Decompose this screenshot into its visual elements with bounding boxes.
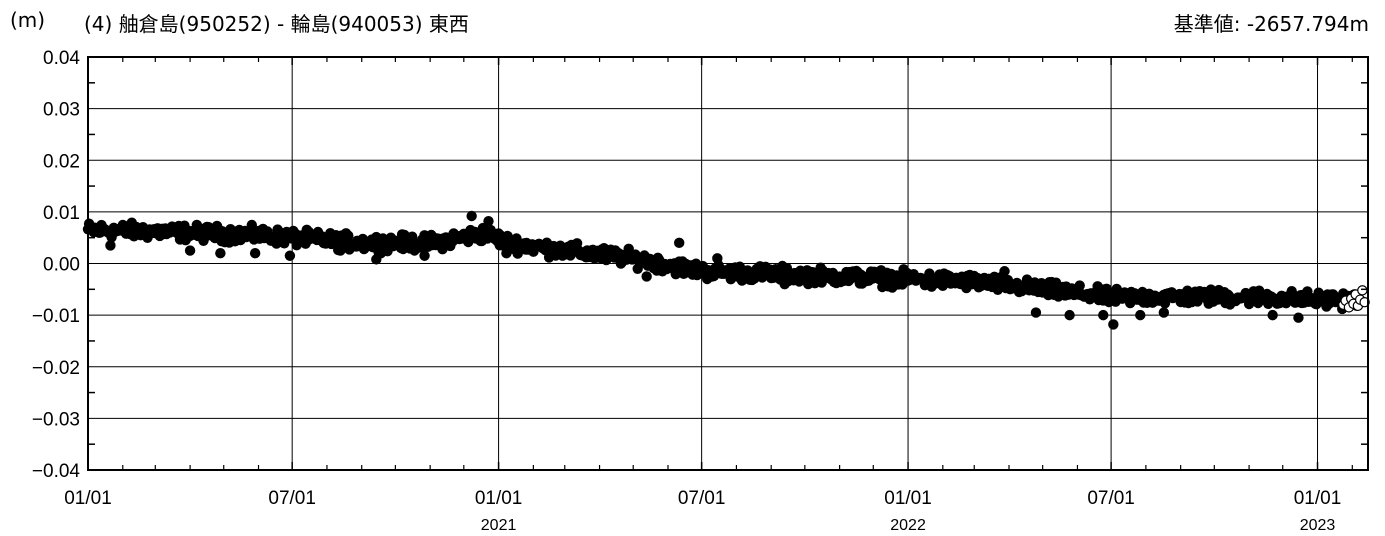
x-axis-tick-labels: 01/01 07/01 01/01 2021 07/01 01/01 2022 07/01 01… bbox=[64, 488, 1341, 534]
data-point bbox=[641, 271, 652, 282]
x-tick-label: 01/01 bbox=[475, 488, 523, 509]
grid-lines bbox=[88, 57, 1368, 470]
y-tick-label: −0.01 bbox=[32, 306, 80, 327]
data-point bbox=[712, 253, 723, 264]
y-tick-label: 0.03 bbox=[43, 100, 80, 121]
data-point bbox=[437, 244, 448, 255]
x-tick-label: 01/01 bbox=[1294, 488, 1342, 509]
data-point bbox=[335, 245, 346, 256]
plot-frame bbox=[87, 56, 1369, 471]
data-point bbox=[249, 247, 261, 259]
x-year-label: 2021 bbox=[481, 517, 517, 534]
x-tick-label: 07/01 bbox=[268, 488, 316, 509]
data-point bbox=[674, 237, 685, 249]
data-point bbox=[246, 219, 257, 231]
data-point bbox=[466, 210, 477, 222]
data-points bbox=[82, 210, 1370, 330]
reference-value-label: 基準値: -2657.794m bbox=[1173, 12, 1369, 36]
data-point bbox=[1158, 307, 1170, 318]
data-point bbox=[215, 247, 226, 259]
x-tick-label: 07/01 bbox=[678, 488, 726, 509]
y-tick-label: −0.03 bbox=[32, 409, 80, 430]
y-tick-label: 0.04 bbox=[43, 48, 80, 69]
data-point bbox=[105, 240, 116, 251]
y-axis-tick-labels: 0.04 0.03 0.02 0.01 0.00 −0.01 −0.02 −0.03 −0.04 bbox=[32, 48, 81, 482]
axis-ticks bbox=[87, 57, 1368, 470]
data-point-open bbox=[1359, 297, 1370, 308]
data-point bbox=[999, 266, 1010, 277]
data-point bbox=[1108, 319, 1119, 330]
data-point bbox=[1030, 307, 1042, 318]
data-point bbox=[419, 250, 430, 261]
y-axis-unit-label: (m) bbox=[10, 8, 46, 32]
data-point bbox=[483, 215, 494, 227]
data-point-open bbox=[1357, 285, 1368, 296]
data-point bbox=[1267, 309, 1278, 321]
data-point bbox=[1064, 309, 1075, 321]
data-point bbox=[1135, 309, 1146, 321]
data-point bbox=[371, 254, 382, 265]
data-point bbox=[284, 250, 296, 261]
data-point bbox=[184, 245, 196, 256]
chart-title: (4) 舳倉島(950252) - 輪島(940053) 東西 bbox=[84, 12, 469, 36]
data-point bbox=[343, 230, 354, 241]
data-point bbox=[1074, 280, 1085, 291]
y-tick-label: −0.02 bbox=[32, 358, 80, 379]
data-point bbox=[501, 247, 512, 259]
y-tick-label: 0.00 bbox=[43, 255, 80, 276]
x-tick-label: 07/01 bbox=[1087, 488, 1135, 509]
x-tick-label: 01/01 bbox=[64, 488, 112, 509]
y-tick-label: 0.01 bbox=[43, 203, 80, 224]
data-point bbox=[1293, 312, 1304, 323]
x-year-label: 2022 bbox=[890, 517, 926, 534]
data-point bbox=[926, 281, 937, 292]
data-point bbox=[1098, 309, 1109, 321]
x-tick-label: 01/01 bbox=[884, 488, 932, 509]
data-point bbox=[779, 278, 790, 290]
y-tick-label: −0.04 bbox=[32, 461, 81, 482]
x-year-label: 2023 bbox=[1300, 517, 1336, 534]
y-tick-label: 0.02 bbox=[43, 151, 80, 172]
